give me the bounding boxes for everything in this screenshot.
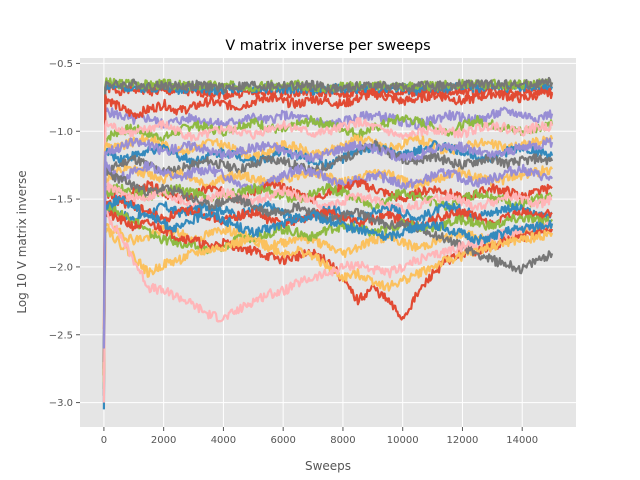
x-tick-label: 14000 [506,435,538,446]
y-tick-label: −3.0 [49,398,73,409]
y-tick-label: −1.0 [49,127,73,138]
x-tick-label: 6000 [270,435,295,446]
series-line-22 [102,227,554,383]
x-tick-label: 4000 [211,435,236,446]
chart-title: V matrix inverse per sweeps [225,38,430,54]
series-line-4 [102,76,554,396]
y-axis-label: Log 10 V matrix inverse [15,170,29,313]
series-line-20 [102,202,554,376]
series-line-6 [102,87,554,362]
y-tick-label: −2.5 [49,330,73,341]
x-axis-label: Sweeps [305,459,351,473]
x-tick-label: 2000 [151,435,176,446]
x-tick-label: 8000 [330,435,355,446]
series-line-13 [102,161,554,356]
series-lines [102,76,554,410]
y-tick-label: −2.0 [49,262,73,273]
series-line-8 [102,116,554,349]
series-line-23 [102,166,554,362]
y-tick-label: −0.5 [49,59,73,70]
x-tick-label: 10000 [387,435,419,446]
x-tick-label: 0 [101,435,107,446]
series-line-18 [102,197,553,369]
x-tick-label: 12000 [447,435,479,446]
series-line-26 [102,137,554,349]
y-tick-label: −1.5 [49,195,73,206]
series-line-16 [102,181,553,362]
axis-ticks: 0 2000 4000 6000 8000 10000 12000 14000 −3.0 −2.5… [49,59,538,446]
series-line-11 [102,140,554,349]
series-line-25 [102,194,554,349]
